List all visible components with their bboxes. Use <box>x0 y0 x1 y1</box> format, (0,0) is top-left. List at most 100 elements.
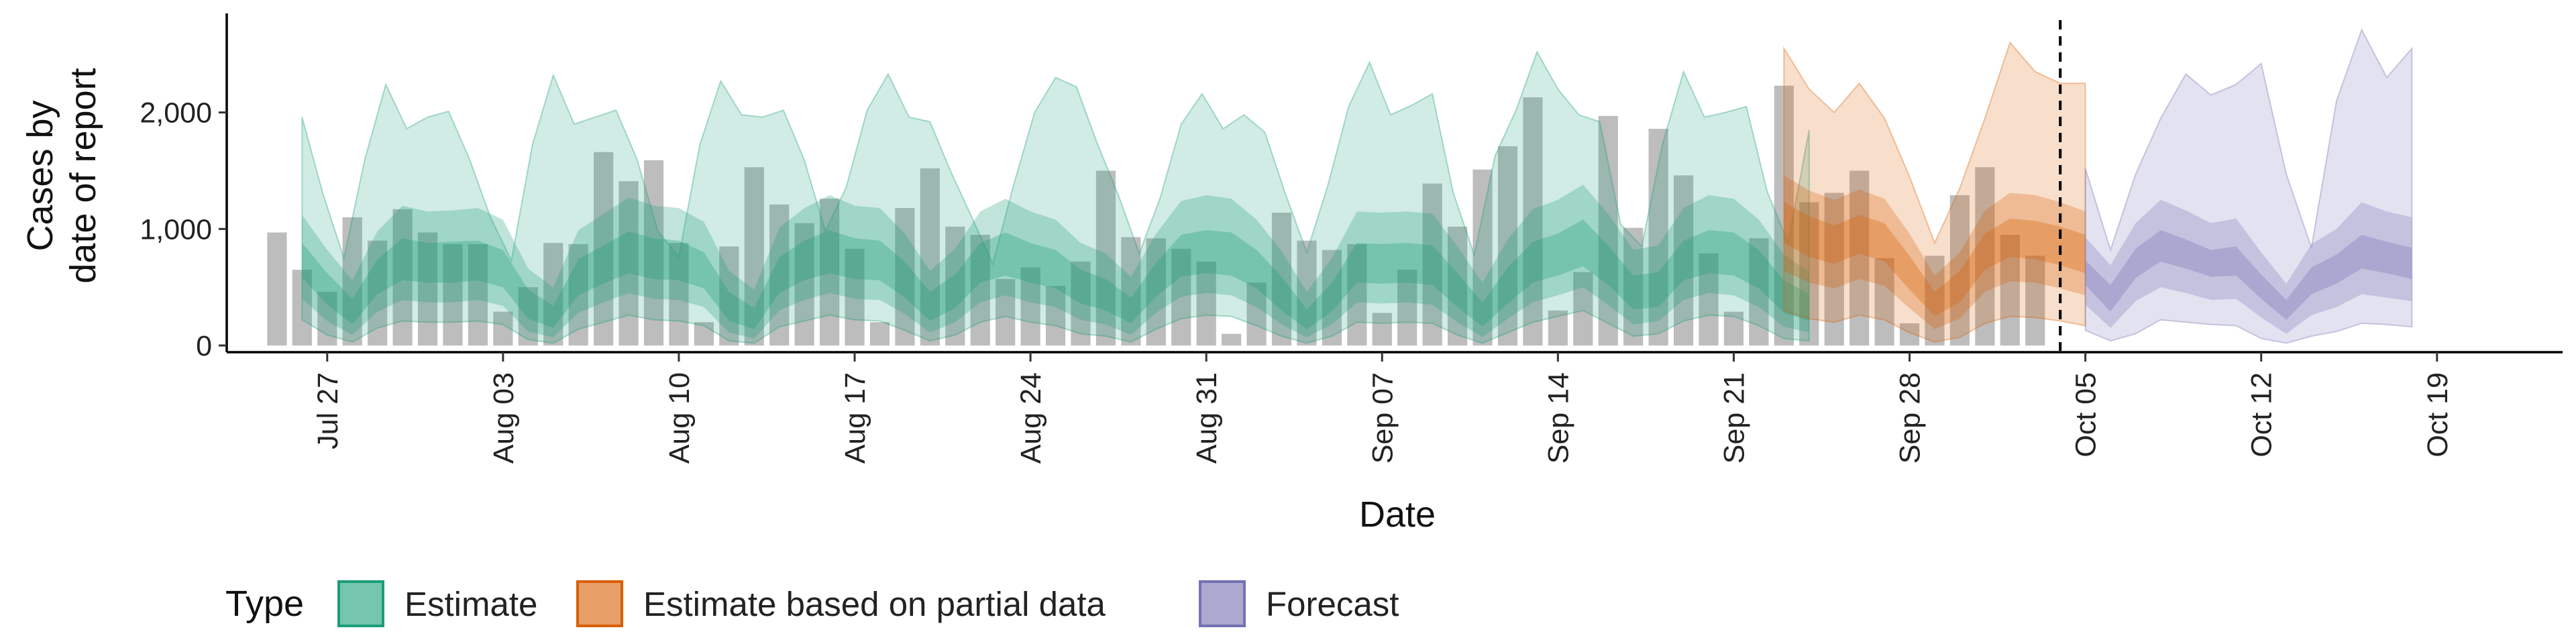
case-bar <box>443 244 463 345</box>
case-bar <box>794 223 814 345</box>
x-tick-label: Aug 24 <box>1015 372 1047 464</box>
y-tick-label: 1,000 <box>140 213 212 246</box>
case-bar <box>543 243 564 345</box>
case-bar <box>1573 272 1593 345</box>
y-axis-label-line-1: Cases by <box>20 100 60 251</box>
case-bar <box>1899 323 1920 345</box>
case-bar <box>694 322 714 345</box>
y-axis-label-line-2: date of report <box>63 68 103 283</box>
partial-band-50 <box>1784 202 2086 317</box>
x-tick-label: Sep 14 <box>1542 372 1574 464</box>
case-bar <box>1975 167 1995 345</box>
case-bar <box>1824 193 1844 345</box>
case-bar <box>1271 213 1292 345</box>
case-bar <box>945 226 965 345</box>
case-bar <box>1372 313 1392 345</box>
forecast-band-90 <box>2085 199 2412 334</box>
case-bar <box>1723 311 1744 345</box>
case-bar <box>1397 270 1417 345</box>
x-tick-label: Aug 03 <box>488 372 520 464</box>
case-bar <box>1222 333 1242 345</box>
x-tick-label: Aug 10 <box>663 372 696 464</box>
case-bar <box>1849 170 1870 345</box>
case-bar <box>1548 310 1568 345</box>
y-tick-label: 2,000 <box>140 97 212 129</box>
case-bar <box>1146 238 1166 345</box>
case-bar <box>895 208 915 345</box>
case-bar <box>518 287 538 345</box>
x-tick-label: Aug 31 <box>1191 372 1223 464</box>
x-tick-label: Aug 17 <box>839 372 871 464</box>
case-bar <box>1874 258 1894 345</box>
case-bar <box>1472 169 1493 345</box>
legend-swatch <box>1199 580 1246 627</box>
bands-layer <box>301 28 2413 344</box>
case-bar <box>1673 175 1694 345</box>
case-bar <box>1297 240 1317 345</box>
case-bar <box>292 270 312 345</box>
case-bar <box>1799 202 1819 345</box>
case-bar <box>1045 286 1066 345</box>
legend-entry-label: Estimate <box>405 585 537 623</box>
case-bar <box>267 232 287 345</box>
case-bar <box>819 199 840 345</box>
case-bar <box>1623 227 1644 345</box>
x-tick-label: Oct 12 <box>2246 372 2278 458</box>
case-bar <box>920 168 940 345</box>
case-bar <box>1020 267 1040 345</box>
case-bar <box>1598 115 1618 345</box>
estimate-band-50 <box>302 219 1809 329</box>
case-bar <box>1071 261 1091 345</box>
bars-layer <box>267 85 2045 346</box>
case-bar <box>869 322 890 345</box>
x-tick-label: Sep 21 <box>1719 372 1751 464</box>
case-bar <box>1121 237 1141 345</box>
legend-swatch <box>576 580 623 627</box>
x-tick-label: Oct 19 <box>2422 372 2454 458</box>
y-tick-label: 0 <box>196 330 212 362</box>
case-bar <box>1196 261 1216 345</box>
partial-band-outer <box>1783 41 2086 343</box>
case-bar <box>468 244 488 345</box>
x-tick-label: Oct 05 <box>2070 372 2102 458</box>
x-tick-label: Sep 28 <box>1894 372 1927 464</box>
legend-entry-label: Estimate based on partial data <box>643 585 1106 623</box>
legend-entry-label: Forecast <box>1266 585 1399 623</box>
x-tick-label: Sep 07 <box>1366 372 1399 464</box>
forecast-band-50 <box>2085 230 2412 320</box>
case-bar <box>669 243 689 345</box>
case-bar <box>1322 250 1342 345</box>
case-bar <box>1925 256 1945 345</box>
case-bar <box>1699 253 1719 345</box>
case-bar <box>493 311 513 345</box>
case-bar <box>996 279 1016 345</box>
case-bar <box>1749 238 1769 345</box>
estimate-band-90 <box>302 184 1809 339</box>
case-bar <box>1448 226 1468 345</box>
case-bar <box>970 235 990 345</box>
case-bar <box>1171 248 1191 345</box>
case-bar <box>1347 244 1367 345</box>
legend-title: Type <box>225 584 304 624</box>
case-bar <box>594 152 614 345</box>
case-bar <box>744 167 764 345</box>
case-bar <box>342 217 362 345</box>
case-bar <box>2000 235 2020 345</box>
case-bar <box>1523 97 1543 346</box>
case-bar <box>392 209 413 345</box>
case-bar <box>719 246 739 345</box>
case-bar <box>417 232 438 345</box>
case-bar <box>1648 128 1668 345</box>
case-bar <box>1095 170 1116 345</box>
axes-layer: Cases by date of report Date 0 1,000 2,000… <box>20 13 2563 535</box>
legend: Type Estimate Estimate based on partial d… <box>225 580 1399 627</box>
x-axis-label: Date <box>1359 494 1436 535</box>
case-bar <box>643 160 664 345</box>
estimate-band-outer <box>301 50 1810 344</box>
case-bar <box>317 292 337 345</box>
case-bar <box>1422 183 1442 345</box>
case-bar <box>2025 256 2045 345</box>
case-bar <box>1949 195 1970 345</box>
case-bar <box>845 248 865 345</box>
